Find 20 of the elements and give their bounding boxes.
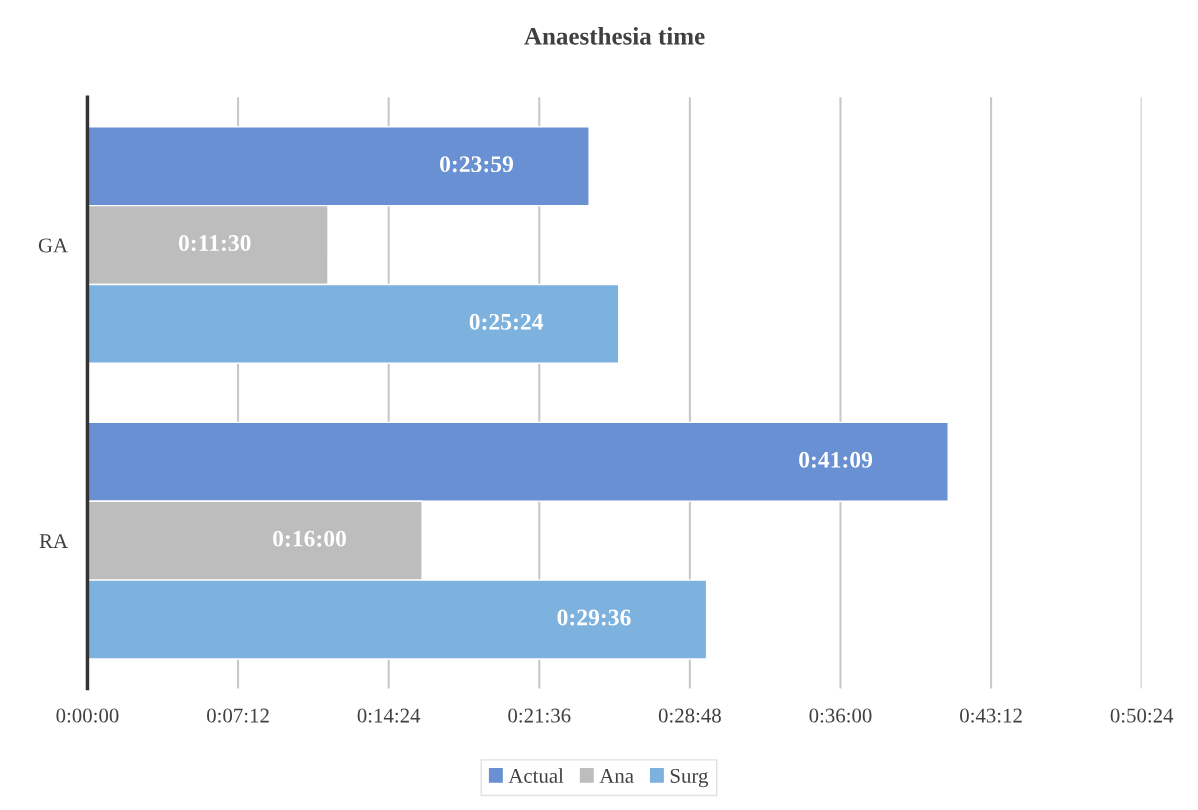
data-label: 0:25:24: [469, 313, 544, 330]
x-tick-label: 0:50:24: [1110, 708, 1174, 723]
x-tick-label: 0:36:00: [809, 708, 872, 723]
x-tick-label: 0:43:12: [960, 708, 1022, 723]
data-label: 0:11:30: [178, 235, 251, 252]
y-tick-label: RA: [39, 534, 68, 548]
x-tick-label: 0:14:24: [357, 708, 421, 723]
data-label: 0:29:36: [557, 609, 631, 626]
y-tick-label: GA: [38, 238, 68, 253]
x-tick-label: 0:00:00: [56, 708, 119, 723]
data-label: 0:16:00: [273, 530, 346, 547]
legend-label: Ana: [599, 768, 634, 783]
x-tick-label: 0:28:48: [658, 708, 721, 723]
data-label: 0:41:09: [799, 451, 873, 468]
x-tick-label: 0:21:36: [508, 708, 571, 723]
chart-title: Anaesthesia time: [524, 27, 705, 45]
x-tick-label: 0:07:12: [207, 708, 269, 723]
data-label: 0:23:59: [440, 156, 514, 173]
legend-label: Actual: [508, 768, 564, 783]
legend-label: Surg: [670, 768, 709, 788]
